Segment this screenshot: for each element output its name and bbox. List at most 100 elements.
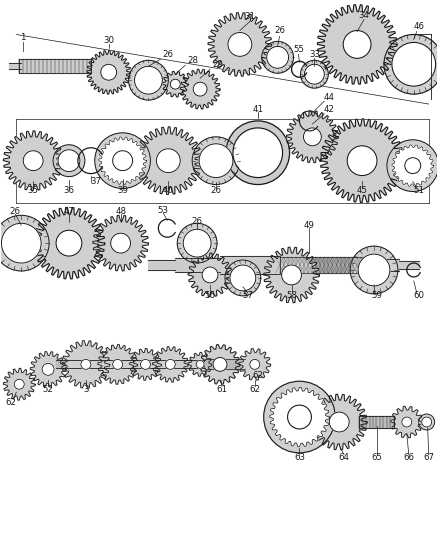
Text: 61: 61 (216, 385, 227, 394)
Circle shape (225, 260, 261, 296)
Circle shape (267, 46, 289, 68)
Polygon shape (162, 71, 188, 97)
Text: 44: 44 (324, 93, 335, 102)
Circle shape (113, 151, 133, 171)
Text: 26: 26 (274, 26, 285, 35)
Circle shape (202, 267, 218, 283)
Circle shape (282, 265, 301, 285)
Circle shape (156, 149, 180, 173)
Polygon shape (188, 253, 232, 297)
Text: 42: 42 (324, 106, 335, 115)
Text: 67: 67 (423, 453, 434, 462)
Polygon shape (311, 394, 367, 450)
Circle shape (23, 151, 43, 171)
Polygon shape (30, 352, 66, 387)
Circle shape (405, 158, 421, 174)
Circle shape (264, 381, 335, 453)
Circle shape (358, 254, 390, 286)
Circle shape (111, 233, 131, 253)
Circle shape (129, 60, 168, 100)
Circle shape (422, 417, 431, 427)
Text: 35: 35 (28, 186, 39, 195)
Circle shape (113, 359, 123, 369)
Circle shape (134, 66, 162, 94)
Polygon shape (33, 207, 105, 279)
Circle shape (170, 79, 180, 89)
Circle shape (304, 128, 321, 146)
Circle shape (177, 223, 217, 263)
Text: 45: 45 (357, 186, 367, 195)
Text: 57: 57 (242, 292, 253, 300)
Text: 47: 47 (64, 207, 74, 216)
Text: 52: 52 (42, 385, 53, 394)
Text: 30: 30 (103, 36, 114, 45)
Text: 31: 31 (244, 12, 255, 21)
Circle shape (193, 82, 207, 96)
Polygon shape (391, 406, 423, 438)
Circle shape (230, 265, 256, 291)
Circle shape (183, 229, 211, 257)
Circle shape (192, 137, 240, 184)
Text: 3: 3 (83, 385, 88, 394)
Text: 62: 62 (249, 385, 260, 394)
Circle shape (53, 145, 85, 176)
Circle shape (58, 150, 80, 172)
Polygon shape (188, 352, 212, 376)
Polygon shape (239, 349, 271, 380)
Polygon shape (320, 119, 404, 203)
Text: 1: 1 (21, 33, 26, 42)
Text: 26: 26 (211, 186, 222, 195)
Text: 37: 37 (90, 177, 101, 186)
Polygon shape (4, 131, 63, 190)
Text: 29: 29 (212, 60, 223, 69)
Circle shape (1, 223, 41, 263)
Circle shape (304, 64, 324, 84)
Circle shape (14, 379, 24, 389)
Circle shape (250, 359, 260, 369)
Text: 28: 28 (187, 56, 199, 65)
Text: 53: 53 (158, 206, 169, 215)
Text: 66: 66 (403, 453, 414, 462)
Polygon shape (134, 127, 202, 195)
Polygon shape (208, 13, 272, 76)
Polygon shape (180, 69, 220, 109)
Text: 26: 26 (10, 207, 21, 216)
Polygon shape (152, 346, 188, 382)
Text: 40: 40 (163, 186, 174, 195)
Polygon shape (98, 344, 138, 384)
Circle shape (392, 43, 436, 86)
Circle shape (350, 246, 398, 294)
Circle shape (419, 414, 434, 430)
Circle shape (226, 121, 290, 184)
Circle shape (81, 359, 91, 369)
Circle shape (347, 146, 377, 175)
Text: 65: 65 (371, 453, 382, 462)
Circle shape (288, 405, 311, 429)
Text: 64: 64 (339, 453, 350, 462)
Circle shape (228, 33, 252, 56)
Circle shape (101, 64, 117, 80)
Text: 36: 36 (64, 186, 74, 195)
Text: 41: 41 (252, 104, 263, 114)
Text: 26: 26 (163, 50, 174, 59)
Circle shape (387, 140, 438, 191)
Polygon shape (99, 137, 146, 184)
Circle shape (384, 35, 438, 94)
Polygon shape (286, 111, 338, 163)
Text: 60: 60 (413, 292, 424, 300)
Text: 39: 39 (117, 186, 128, 195)
Text: 51: 51 (413, 186, 424, 195)
Circle shape (141, 359, 150, 369)
Text: 62: 62 (6, 398, 17, 407)
Text: 48: 48 (115, 207, 126, 216)
Polygon shape (264, 247, 319, 303)
Circle shape (262, 42, 293, 73)
Circle shape (300, 60, 328, 88)
Text: 55: 55 (293, 45, 304, 54)
Circle shape (165, 359, 175, 369)
Polygon shape (87, 51, 131, 94)
Text: 56: 56 (205, 292, 215, 300)
Circle shape (199, 144, 233, 177)
Circle shape (42, 364, 54, 375)
Circle shape (213, 358, 227, 372)
